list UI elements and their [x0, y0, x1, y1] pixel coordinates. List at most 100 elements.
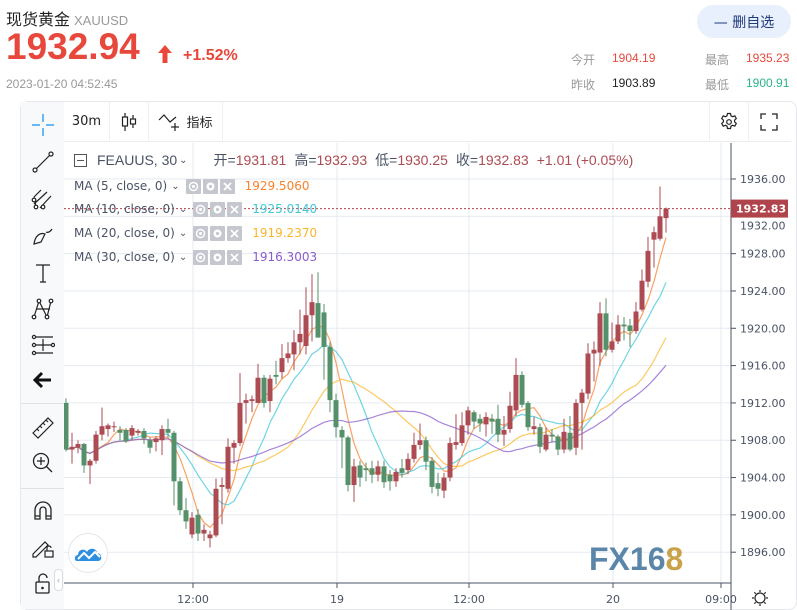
candle-body	[231, 443, 237, 448]
candle-body	[213, 488, 219, 536]
candle-body	[303, 315, 309, 347]
measure-range-tool[interactable]	[21, 330, 64, 360]
collapse-legend-icon[interactable]	[74, 153, 87, 167]
visibility-icon[interactable]	[185, 178, 201, 194]
candle-body	[165, 429, 171, 433]
candle-body	[369, 468, 375, 475]
candle-body	[243, 400, 249, 403]
chevron-down-icon[interactable]: ⌄	[179, 154, 188, 166]
close-icon[interactable]	[227, 225, 243, 241]
low-label: 低=	[375, 152, 398, 168]
gear-icon	[720, 112, 738, 129]
pitchfork-tool[interactable]	[21, 184, 64, 214]
crosshair-icon	[31, 114, 54, 136]
arrow-up-icon	[158, 45, 172, 63]
unlock-tool[interactable]	[21, 568, 64, 598]
chevron-down-icon[interactable]: ⌄	[178, 227, 188, 239]
candle-body	[597, 313, 603, 353]
open-value: 1931.81	[235, 152, 287, 168]
back-button[interactable]	[21, 365, 64, 395]
sun-ray	[753, 591, 757, 595]
fullscreen-button[interactable]	[749, 101, 789, 142]
candle-body	[657, 216, 663, 239]
close-icon[interactable]	[227, 249, 243, 265]
candle-body	[171, 432, 177, 482]
candle-body	[327, 346, 333, 401]
axis-settings-icon[interactable]	[752, 590, 768, 606]
y-tick-label: 1932.00	[740, 220, 786, 233]
visibility-icon[interactable]	[193, 225, 209, 241]
candle-body	[417, 440, 423, 445]
candle-body	[135, 430, 141, 433]
pattern-tool[interactable]	[21, 294, 64, 324]
y-tick-label: 1912.00	[740, 397, 786, 410]
toolbar-divider	[21, 488, 64, 489]
visibility-icon[interactable]	[193, 249, 209, 265]
text-tool[interactable]	[21, 258, 64, 288]
gear-icon[interactable]	[210, 225, 226, 241]
candle-body	[111, 426, 117, 428]
ruler-tool[interactable]	[21, 413, 64, 443]
back-arrow-icon	[32, 371, 51, 389]
gear-icon[interactable]	[202, 178, 218, 194]
candle-body	[177, 481, 183, 511]
candle-body	[147, 440, 153, 448]
close-label: 收=	[455, 152, 479, 168]
settings-button[interactable]	[709, 101, 749, 142]
y-tick-label: 1916.00	[740, 360, 786, 373]
ma-label[interactable]: MA (10, close, 0)	[74, 202, 175, 216]
candle-body	[123, 429, 129, 442]
candlestick-chart[interactable]: FX168 1936.00 1932.00 1928.00 1924.00 1920.0…	[64, 143, 797, 610]
interval-button[interactable]: 30m	[64, 101, 110, 142]
sun-ray	[753, 601, 757, 605]
ma-label[interactable]: MA (5, close, 0)	[74, 179, 168, 193]
candle-body	[279, 358, 285, 373]
close-icon[interactable]	[219, 178, 235, 194]
candle-body	[87, 460, 93, 466]
gear-icon[interactable]	[210, 249, 226, 265]
remove-watchlist-button[interactable]: — 删自选	[697, 5, 791, 38]
stat-label-high: 最高	[705, 53, 730, 67]
trend-line-icon	[31, 151, 54, 173]
ma-label[interactable]: MA (20, close, 0)	[74, 226, 175, 240]
candle-body	[249, 399, 255, 402]
candle-body	[381, 466, 387, 483]
indicators-label: 指标	[186, 116, 213, 131]
pattern-icon	[31, 298, 53, 320]
ma-legend-row: MA (5, close, 0) ⌄ 1929.5060	[74, 177, 309, 195]
y-tick-label: 1896.00	[740, 546, 786, 559]
y-tick-label: 1928.00	[740, 248, 786, 261]
ma-label[interactable]: MA (30, close, 0)	[74, 250, 175, 264]
crosshair-tool[interactable]	[21, 110, 64, 140]
indicators-button[interactable]: 指标	[149, 101, 223, 142]
y-tick-label: 1900.00	[740, 509, 786, 522]
ma-value: 1925.0140	[252, 202, 318, 216]
gear-icon[interactable]	[210, 201, 226, 217]
x-tick-label: 12:00	[453, 593, 485, 606]
magnet-tool[interactable]	[21, 496, 64, 526]
brush-tool[interactable]	[21, 221, 64, 251]
chevron-down-icon[interactable]: ⌄	[171, 180, 180, 192]
chevron-down-icon[interactable]: ⌄	[178, 203, 188, 215]
instrument-label[interactable]: FEAUUS, 30	[97, 152, 178, 168]
close-icon[interactable]	[227, 201, 243, 217]
unlock-icon	[34, 573, 50, 594]
zoom-in-tool[interactable]	[21, 448, 64, 478]
chart-type-button[interactable]	[110, 101, 149, 142]
ruler-icon	[31, 417, 54, 439]
visibility-icon[interactable]	[193, 201, 209, 217]
chevron-down-icon[interactable]: ⌄	[178, 251, 188, 263]
current-price: 1932.94	[6, 26, 140, 67]
collapse-toolbar-button[interactable]: ‹	[54, 569, 63, 591]
y-tick-label: 1920.00	[740, 322, 786, 335]
instrument-title: 现货黄金 XAUUSD	[6, 6, 128, 30]
brush-icon	[32, 228, 52, 245]
lock-drawing-tool[interactable]	[21, 532, 64, 562]
trend-line-tool[interactable]	[21, 147, 64, 177]
cloud-button[interactable]	[68, 533, 108, 573]
last-price-label: 1932.83	[736, 203, 786, 216]
candle-body	[105, 425, 111, 430]
change-percent: +1.52%	[183, 47, 238, 64]
candle-body	[465, 410, 471, 426]
candle-body	[453, 442, 459, 445]
